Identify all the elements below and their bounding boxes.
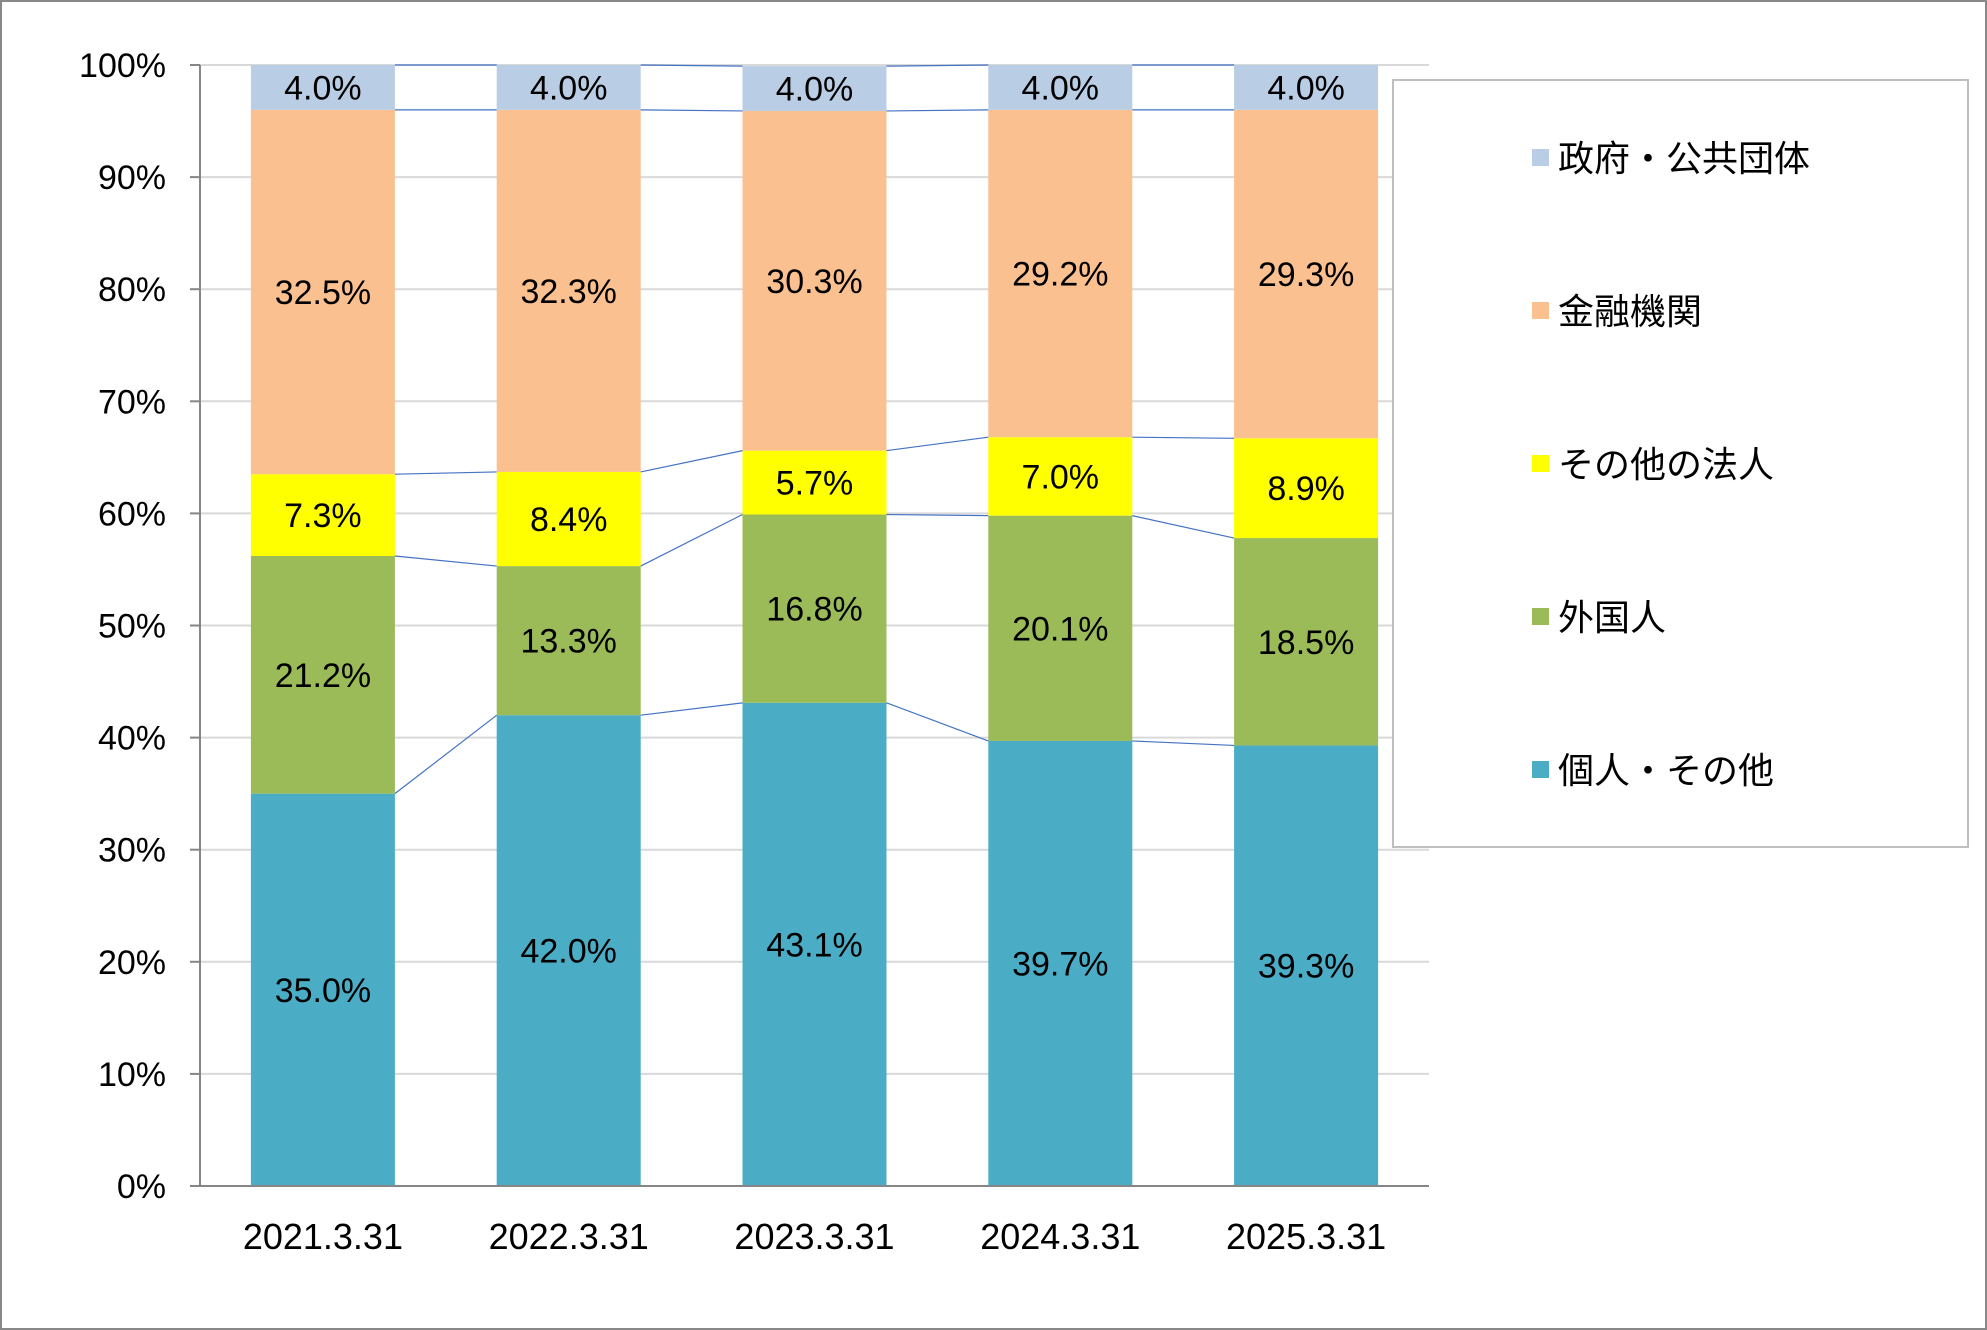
data-label: 39.7% (1012, 945, 1108, 983)
y-tick-label: 50% (98, 608, 166, 646)
bar-segment (496, 471, 641, 567)
series-line (640, 513, 743, 567)
data-label: 20.1% (1012, 610, 1108, 648)
data-label: 32.3% (520, 273, 616, 311)
series-line (1132, 515, 1235, 539)
data-label: 7.3% (284, 497, 362, 535)
bar-segment (1234, 745, 1379, 1186)
legend-label: 政府・公共団体 (1558, 138, 1810, 179)
data-label: 29.2% (1012, 256, 1108, 294)
bar-segment (742, 450, 887, 515)
legend-swatch (1532, 455, 1549, 472)
legend-label: その他の法人 (1558, 444, 1774, 485)
data-label: 4.0% (530, 69, 608, 107)
series-line (640, 702, 743, 716)
bar-segment (742, 66, 887, 111)
x-tick-label: 2025.3.31 (1226, 1216, 1386, 1257)
bar-segment (496, 109, 641, 472)
bar-segment (496, 715, 641, 1186)
series-line (1132, 740, 1235, 747)
legend-label: 個人・その他 (1558, 750, 1774, 791)
bar-segment (250, 793, 395, 1186)
data-label: 35.0% (275, 972, 371, 1010)
series-line (886, 702, 989, 742)
bar-segment (1234, 438, 1379, 539)
bar-segment (988, 515, 1133, 741)
data-label: 8.4% (530, 501, 608, 539)
bar-segment (250, 65, 395, 110)
legend-label: 外国人 (1558, 597, 1666, 638)
data-label: 42.0% (520, 933, 616, 971)
data-label: 7.0% (1022, 458, 1100, 496)
series-line (640, 450, 743, 473)
bar-segment (1234, 65, 1379, 110)
data-label: 29.3% (1258, 256, 1354, 294)
y-tick-label: 30% (98, 832, 166, 870)
legend-swatch (1532, 149, 1549, 166)
bar-segment (742, 514, 887, 703)
y-tick-label: 40% (98, 720, 166, 758)
data-label: 8.9% (1267, 470, 1345, 508)
bar-segment (496, 566, 641, 716)
series-line (886, 64, 989, 67)
data-label: 32.5% (275, 274, 371, 312)
x-tick-label: 2023.3.31 (734, 1216, 894, 1257)
series-line (1132, 436, 1235, 439)
data-label: 43.1% (766, 926, 862, 964)
series-line (886, 109, 989, 112)
data-label: 18.5% (1258, 624, 1354, 662)
bar-segment (250, 474, 395, 556)
y-tick-label: 100% (79, 47, 166, 85)
y-tick-label: 0% (117, 1168, 166, 1206)
y-tick-label: 20% (98, 944, 166, 982)
bar-segment (496, 65, 641, 110)
x-tick-label: 2024.3.31 (980, 1216, 1140, 1257)
x-tick-label: 2022.3.31 (489, 1216, 649, 1257)
series-line (886, 513, 989, 517)
legend-swatch (1532, 761, 1549, 778)
data-label: 16.8% (766, 591, 862, 629)
legend-swatch (1532, 608, 1549, 625)
bar-segment (250, 555, 395, 794)
data-label: 4.0% (1022, 69, 1100, 107)
series-line (640, 109, 743, 112)
legend-swatch (1532, 302, 1549, 319)
series-line (394, 555, 497, 567)
y-tick-label: 70% (98, 383, 166, 421)
y-tick-label: 10% (98, 1056, 166, 1094)
data-label: 13.3% (520, 623, 616, 661)
bar-segment (988, 65, 1133, 110)
bar-segment (988, 437, 1133, 516)
bar-segment (250, 109, 395, 475)
data-label: 21.2% (275, 657, 371, 695)
series-line (394, 471, 497, 475)
data-label: 39.3% (1258, 948, 1354, 986)
legend-label: 金融機関 (1558, 291, 1702, 332)
series-line (640, 64, 743, 67)
bar-segment (988, 109, 1133, 438)
data-label: 30.3% (766, 263, 862, 301)
data-label: 4.0% (1267, 69, 1345, 107)
y-tick-label: 80% (98, 271, 166, 309)
bar-segment (742, 110, 887, 451)
legend-box (1392, 79, 1969, 848)
y-tick-label: 90% (98, 159, 166, 197)
series-line (886, 436, 989, 452)
data-label: 4.0% (284, 69, 362, 107)
x-tick-label: 2021.3.31 (243, 1216, 403, 1257)
bar-segment (742, 702, 887, 1186)
bar-segment (988, 740, 1133, 1186)
data-label: 5.7% (776, 465, 854, 503)
data-label: 4.0% (776, 71, 854, 109)
bar-segment (1234, 538, 1379, 746)
series-line (394, 714, 498, 795)
y-tick-label: 60% (98, 495, 166, 533)
bar-segment (1234, 109, 1379, 439)
